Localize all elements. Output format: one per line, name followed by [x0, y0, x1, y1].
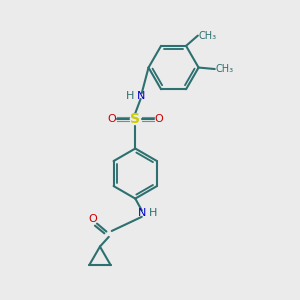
Text: CH₃: CH₃ — [198, 31, 217, 40]
Text: O: O — [154, 114, 163, 124]
Text: CH₃: CH₃ — [215, 64, 233, 74]
Text: H: H — [126, 91, 134, 100]
Text: S: S — [130, 112, 140, 126]
Text: H: H — [149, 208, 158, 218]
Text: O: O — [107, 114, 116, 124]
Text: N: N — [138, 208, 146, 218]
Text: O: O — [88, 214, 97, 224]
Text: N: N — [136, 91, 145, 100]
